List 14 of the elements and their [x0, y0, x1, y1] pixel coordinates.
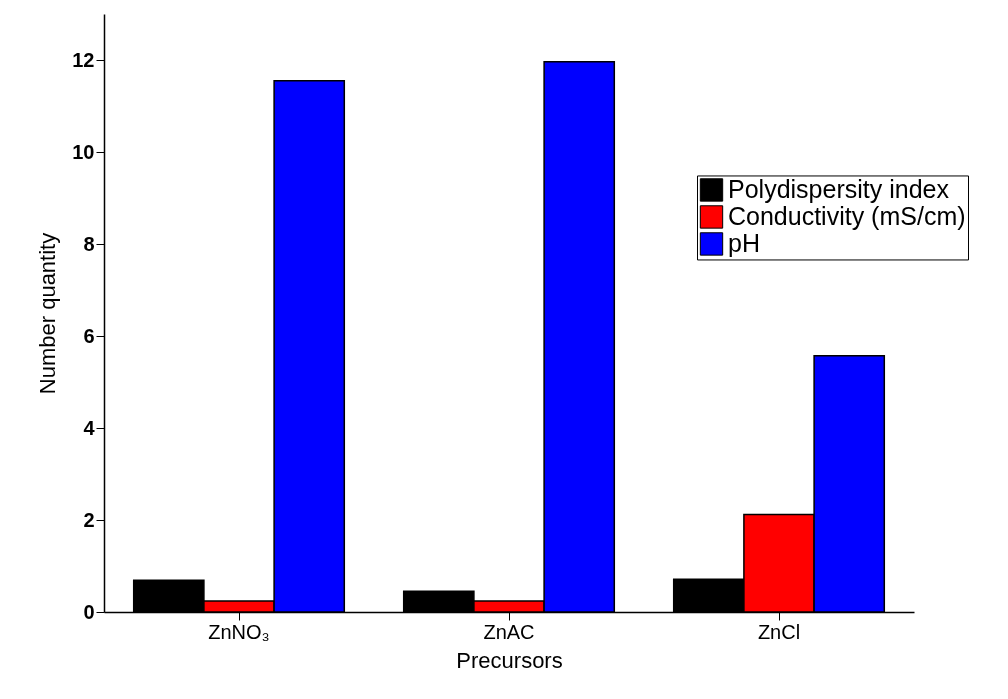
y-tick-label: 2: [83, 508, 95, 531]
x-tick-label: ZnCl: [757, 620, 801, 643]
y-tick-label: 6: [83, 324, 95, 347]
y-tick-label: 10: [72, 140, 95, 163]
legend-label: pH: [728, 228, 760, 257]
x-tick-label: ZnNO₃: [208, 620, 270, 643]
x-tick-label: ZnAC: [483, 620, 535, 643]
y-tick-label: 4: [83, 416, 96, 439]
y-tick-label: 8: [83, 232, 95, 255]
y-tick-label: 0: [83, 600, 95, 623]
legend-label: Polydispersity index: [728, 174, 950, 203]
x-axis-title: Precursors: [456, 647, 563, 673]
y-tick-label: 12: [72, 48, 95, 71]
y-axis-title: Number quantity: [35, 232, 61, 395]
